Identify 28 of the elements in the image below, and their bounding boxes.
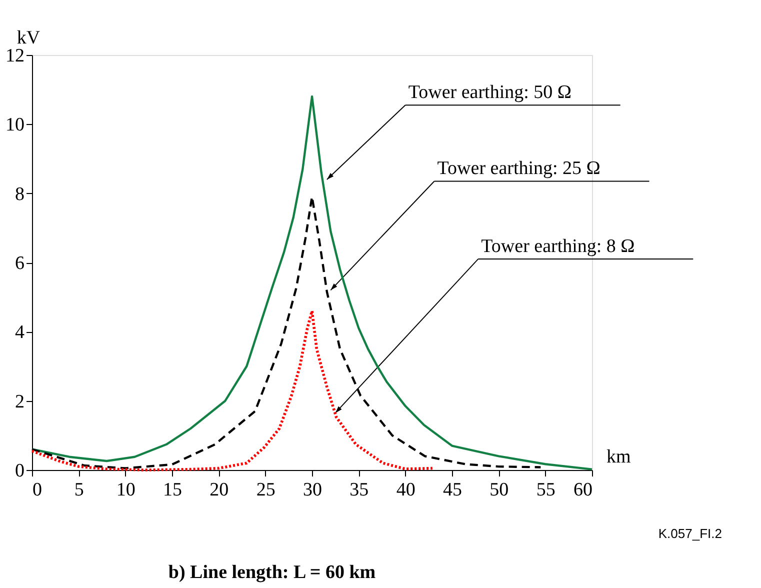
y-tick-label: 0 <box>15 460 24 482</box>
annotation: Tower earthing: 8 Ω <box>481 236 635 258</box>
x-tick-label: 5 <box>74 480 84 500</box>
y-tick-label: 8 <box>15 184 24 205</box>
x-tick-label: 40 <box>396 480 416 500</box>
x-tick-label: 50 <box>490 480 509 500</box>
annotation: Tower earthing: 50 Ω <box>408 82 572 104</box>
x-tick-label: 45 <box>443 480 462 500</box>
y-tick-label: 12 <box>6 46 24 66</box>
y-tick-label: 10 <box>6 114 24 136</box>
y-tick-label: 4 <box>15 322 25 344</box>
text: b) Line length: L = 60 km <box>168 562 376 583</box>
x-tick-label: 60 <box>574 480 592 500</box>
line-series <box>30 310 434 472</box>
x-tick-label: 35 <box>350 480 369 500</box>
y-tick-label: 2 <box>15 391 24 412</box>
x-tick-label: 30 <box>303 480 322 500</box>
x-tick-label: 20 <box>210 480 229 500</box>
y-axis-title: kV <box>16 28 40 48</box>
x-tick-label: 25 <box>256 480 276 500</box>
x-tick-label: 10 <box>116 480 136 500</box>
x-tick-label: 15 <box>163 480 182 500</box>
x-tick-label: 0 <box>32 480 42 500</box>
text: K.057_FI.2 <box>658 526 722 541</box>
annotation: Tower earthing: 25 Ω <box>437 158 600 180</box>
y-tick-label: 6 <box>15 253 24 274</box>
x-axis-title: km <box>606 446 631 468</box>
x-tick-label: 55 <box>536 480 556 500</box>
